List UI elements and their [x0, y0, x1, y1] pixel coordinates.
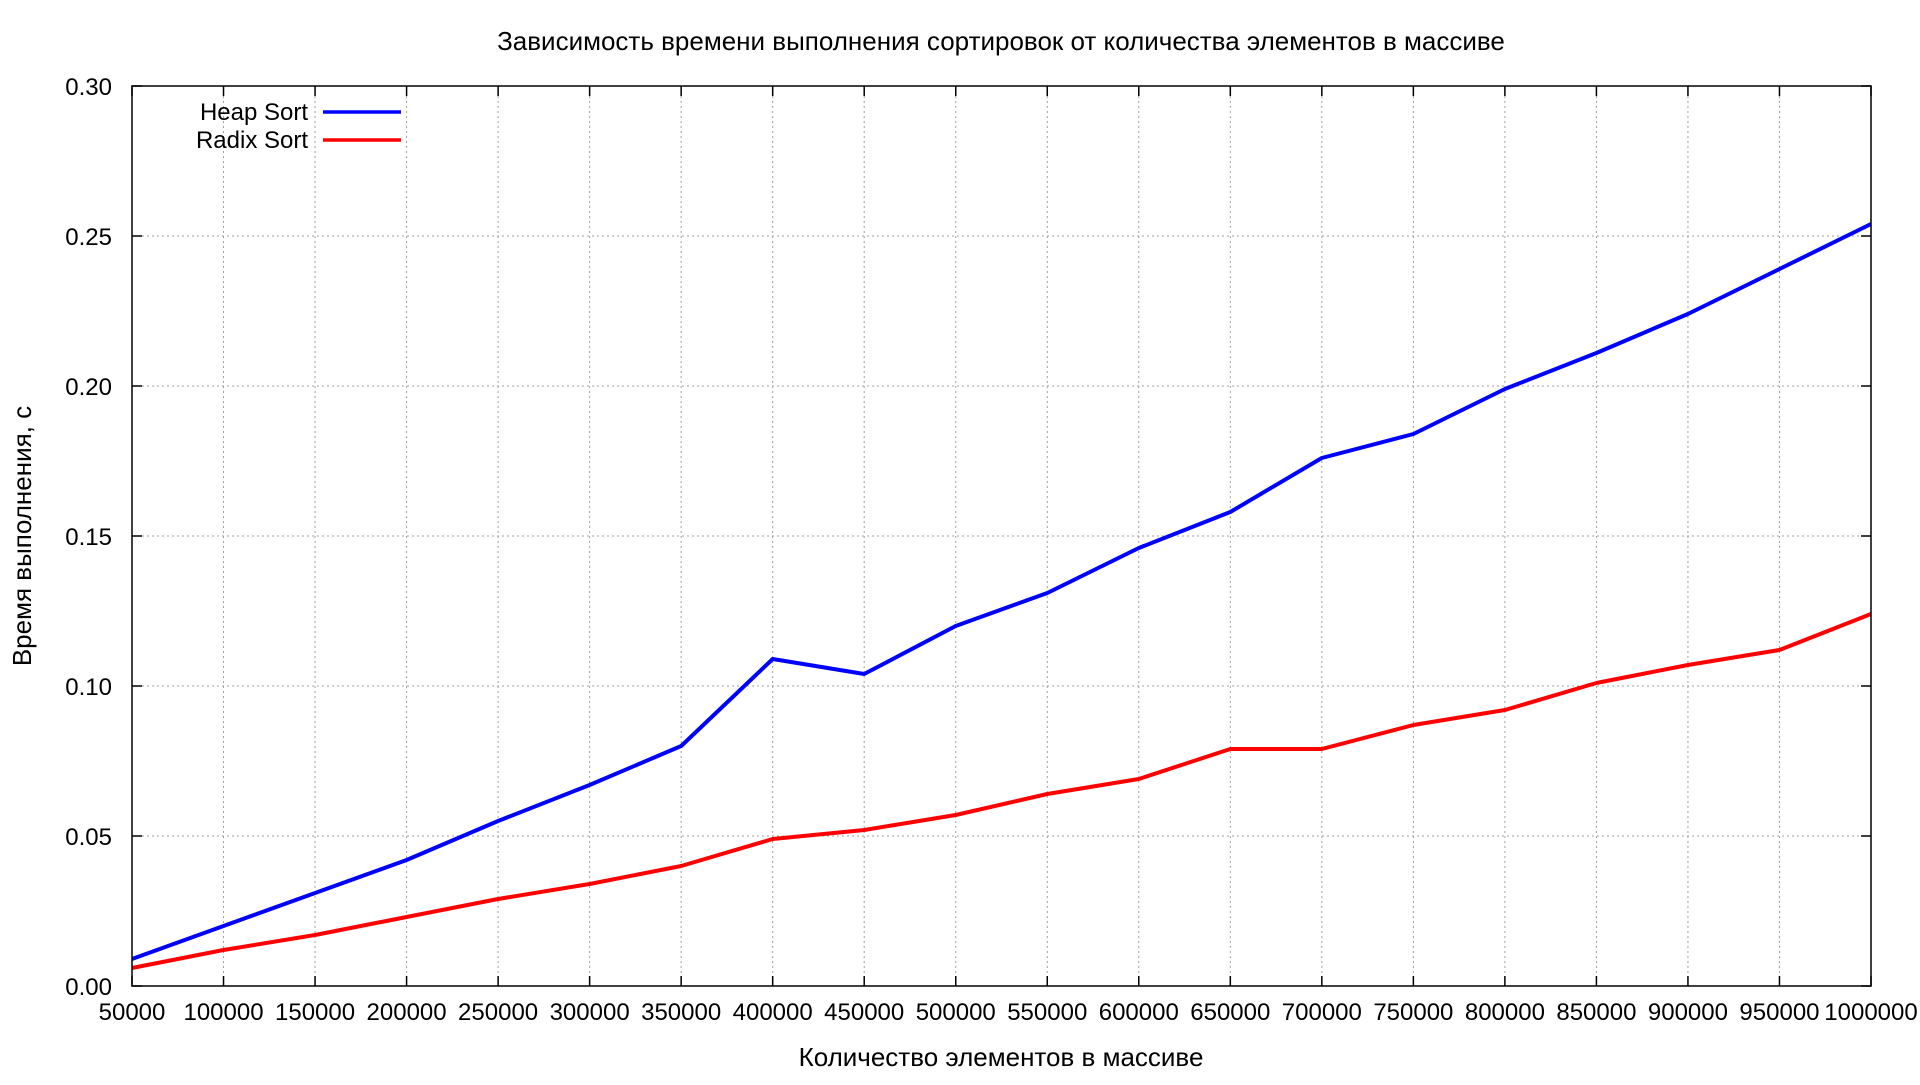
x-tick-label: 1000000	[1824, 999, 1917, 1026]
axis-tick-labels: 50000 100000 150000 200000 250000 300000 35000…	[65, 74, 1917, 1026]
data-point-radix-sort	[1411, 723, 1415, 727]
y-tick-label: 0.25	[65, 224, 112, 251]
y-tick-label: 0.20	[65, 374, 112, 401]
data-point-heap-sort	[1228, 510, 1232, 514]
data-point-heap-sort	[1320, 456, 1324, 460]
x-tick-label: 300000	[550, 999, 630, 1026]
x-tick-label: 950000	[1739, 999, 1819, 1026]
data-point-heap-sort	[588, 783, 592, 787]
series-line-heap-sort	[131, 222, 1872, 961]
data-point-radix-sort	[862, 828, 866, 832]
data-point-heap-sort	[222, 924, 226, 928]
legend: Heap Sort Radix Sort	[196, 99, 401, 154]
x-tick-label: 50000	[99, 999, 166, 1026]
data-point-radix-sort	[496, 897, 500, 901]
x-tick-label: 350000	[641, 999, 721, 1026]
x-tick-label: 600000	[1099, 999, 1179, 1026]
x-tick-label: 850000	[1556, 999, 1636, 1026]
x-tick-label: 250000	[458, 999, 538, 1026]
data-point-radix-sort	[313, 933, 317, 937]
x-tick-label: 800000	[1465, 999, 1545, 1026]
axis-ticks	[131, 85, 1872, 987]
y-tick-label: 0.00	[65, 974, 112, 1001]
series-line-radix-sort	[131, 612, 1872, 970]
data-point-heap-sort	[313, 891, 317, 895]
data-point-heap-sort	[771, 657, 775, 661]
grid-lines	[132, 86, 1871, 986]
x-tick-label: 400000	[733, 999, 813, 1026]
y-tick-label: 0.10	[65, 674, 112, 701]
data-point-heap-sort	[954, 624, 958, 628]
x-tick-label: 200000	[367, 999, 447, 1026]
data-point-heap-sort	[1045, 591, 1049, 595]
data-point-radix-sort	[405, 915, 409, 919]
data-point-radix-sort	[1045, 792, 1049, 796]
x-tick-label: 450000	[824, 999, 904, 1026]
x-tick-label: 700000	[1282, 999, 1362, 1026]
chart-title: Зависимость времени выполнения сортирово…	[497, 26, 1505, 56]
legend-label-radix-sort: Radix Sort	[196, 127, 308, 154]
data-point-radix-sort	[679, 864, 683, 868]
series-lines	[131, 222, 1872, 970]
data-point-heap-sort	[1503, 387, 1507, 391]
x-tick-label: 750000	[1373, 999, 1453, 1026]
y-tick-label: 0.15	[65, 524, 112, 551]
data-point-heap-sort	[496, 819, 500, 823]
x-tick-label: 500000	[916, 999, 996, 1026]
data-point-heap-sort	[1594, 351, 1598, 355]
data-point-heap-sort	[1777, 267, 1781, 271]
x-tick-label: 650000	[1190, 999, 1270, 1026]
data-point-radix-sort	[1777, 648, 1781, 652]
data-point-radix-sort	[1594, 681, 1598, 685]
data-point-heap-sort	[679, 744, 683, 748]
data-point-radix-sort	[954, 813, 958, 817]
y-tick-label: 0.05	[65, 824, 112, 851]
legend-label-heap-sort: Heap Sort	[200, 99, 308, 126]
data-point-radix-sort	[1686, 663, 1690, 667]
y-tick-label: 0.30	[65, 74, 112, 101]
data-point-heap-sort	[1411, 432, 1415, 436]
data-point-radix-sort	[1320, 747, 1324, 751]
y-axis-label: Время выполнения, с	[7, 406, 37, 666]
data-point-heap-sort	[1137, 546, 1141, 550]
x-tick-label: 100000	[183, 999, 263, 1026]
data-point-heap-sort	[1686, 312, 1690, 316]
data-point-radix-sort	[1228, 747, 1232, 751]
x-tick-label: 900000	[1648, 999, 1728, 1026]
data-point-radix-sort	[1137, 777, 1141, 781]
data-point-radix-sort	[1503, 708, 1507, 712]
data-point-radix-sort	[222, 948, 226, 952]
x-axis-label: Количество элементов в массиве	[799, 1042, 1204, 1072]
data-point-radix-sort	[771, 837, 775, 841]
data-point-radix-sort	[588, 882, 592, 886]
data-point-heap-sort	[862, 672, 866, 676]
data-point-heap-sort	[405, 858, 409, 862]
x-tick-label: 550000	[1007, 999, 1087, 1026]
x-tick-label: 150000	[275, 999, 355, 1026]
